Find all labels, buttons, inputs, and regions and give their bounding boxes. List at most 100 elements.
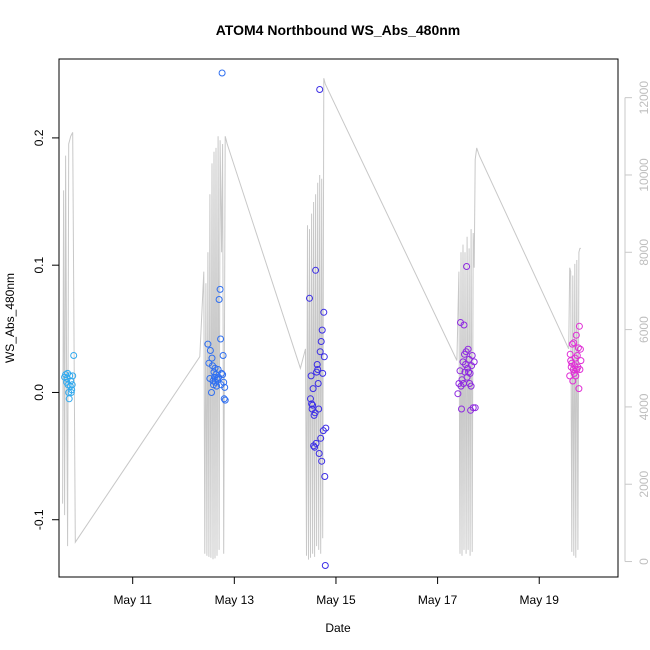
secondary-series-layer <box>62 78 581 560</box>
data-point <box>318 457 326 465</box>
data-point <box>315 405 323 413</box>
data-point <box>219 371 227 379</box>
data-point <box>68 386 76 394</box>
data-point <box>65 395 73 403</box>
data-point <box>208 389 215 396</box>
data-point <box>70 352 78 359</box>
data-point <box>220 378 228 386</box>
data-point <box>321 562 329 569</box>
data-point <box>313 361 321 368</box>
x-tick-label: May 15 <box>316 593 356 607</box>
x-tick-label: May 13 <box>215 593 255 607</box>
data-point <box>467 382 475 390</box>
y-tick-label: -0.1 <box>32 509 46 530</box>
data-point <box>318 326 326 334</box>
y2-tick-label: 8000 <box>637 239 650 266</box>
data-point <box>221 383 229 391</box>
data-point <box>315 450 323 457</box>
data-point <box>575 322 583 330</box>
data-point <box>321 473 329 480</box>
data-point <box>213 382 220 390</box>
data-point <box>311 409 319 417</box>
data-point <box>317 434 325 442</box>
chart-title: ATOM4 Northbound WS_Abs_480nm <box>216 22 461 38</box>
data-point <box>471 404 479 412</box>
data-point <box>307 395 314 403</box>
data-point <box>312 266 320 274</box>
data-point <box>465 368 473 376</box>
x-axis: May 11 May 13 May 15 May 17 May 19 <box>113 577 559 607</box>
secondary-y-axis: 0 2000 4000 6000 8000 10000 12000 <box>624 81 650 565</box>
data-point <box>218 369 226 377</box>
y2-tick-label: 6000 <box>637 316 650 343</box>
data-point <box>572 331 580 339</box>
data-point <box>204 340 212 348</box>
data-point <box>67 389 75 396</box>
data-point <box>314 380 322 387</box>
data-point <box>69 372 77 380</box>
y2-tick-label: 4000 <box>637 393 650 420</box>
data-point <box>470 358 478 366</box>
x-tick-label: May 17 <box>418 593 458 607</box>
data-point <box>572 372 580 380</box>
secondary-series-line <box>62 78 581 560</box>
data-point <box>219 352 227 359</box>
y-axis: -0.1 0.0 0.1 0.2 <box>32 129 59 530</box>
data-point <box>463 263 471 270</box>
data-point <box>314 366 322 373</box>
y2-tick-label: 12000 <box>637 81 650 115</box>
data-point <box>575 385 583 393</box>
data-point <box>576 366 584 373</box>
data-point <box>454 390 462 398</box>
data-point <box>319 369 327 377</box>
scatter-points-layer <box>61 69 585 569</box>
data-point <box>574 344 582 352</box>
plot-frame <box>58 58 619 578</box>
data-point <box>576 345 584 353</box>
data-point <box>464 345 472 353</box>
data-point <box>316 86 324 93</box>
x-tick-label: May 19 <box>520 593 560 607</box>
y2-tick-label: 2000 <box>637 471 650 498</box>
data-point <box>569 377 577 385</box>
data-point <box>320 308 328 316</box>
data-point <box>309 401 317 409</box>
data-point <box>217 335 225 343</box>
data-point <box>311 443 319 451</box>
data-point <box>460 321 468 329</box>
data-point <box>456 367 464 375</box>
data-point <box>216 285 224 293</box>
y-tick-label: 0.1 <box>32 257 46 274</box>
data-point <box>206 347 214 354</box>
data-point <box>66 382 74 390</box>
data-point <box>312 439 320 447</box>
data-point <box>221 396 229 404</box>
data-point <box>307 372 315 380</box>
data-point <box>208 354 216 362</box>
data-point <box>317 338 325 345</box>
data-point <box>316 348 324 356</box>
x-tick-label: May 11 <box>113 593 152 607</box>
data-point <box>68 381 76 389</box>
data-point <box>218 69 226 77</box>
data-point <box>320 353 328 361</box>
x-axis-label: Date <box>325 621 351 635</box>
data-point <box>214 366 222 373</box>
data-point <box>568 340 576 348</box>
data-point <box>469 404 477 412</box>
data-point <box>571 362 579 370</box>
data-point <box>573 352 581 359</box>
data-point <box>577 357 585 365</box>
y-tick-label: 0.0 <box>32 384 46 401</box>
data-point <box>66 372 74 380</box>
plot-area <box>58 58 619 578</box>
data-point <box>466 369 474 377</box>
data-point <box>306 294 313 302</box>
y-tick-label: 0.2 <box>32 129 46 146</box>
data-point <box>322 424 330 432</box>
y2-tick-label: 10000 <box>637 158 650 192</box>
y2-tick-label: 0 <box>637 558 650 565</box>
y-axis-label: WS_Abs_480nm <box>3 273 17 363</box>
data-point <box>215 296 223 303</box>
